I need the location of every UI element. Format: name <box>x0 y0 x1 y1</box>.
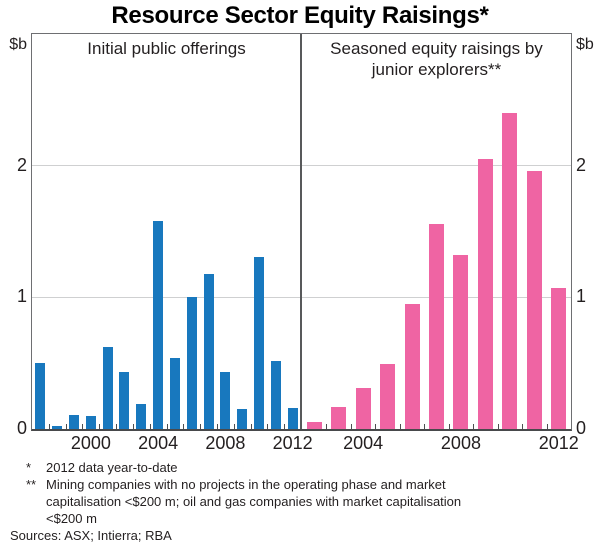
x-minor-tick <box>267 424 269 429</box>
panel-initial-public-offerings: Initial public offerings 2000 2004 2008 201… <box>32 34 313 453</box>
x-minor-tick <box>233 424 235 429</box>
x-minor-tick <box>350 424 352 429</box>
footnote-text: 2012 data year-to-date <box>46 460 178 475</box>
bar <box>404 303 420 429</box>
bar <box>169 357 180 429</box>
x-minor-tick <box>149 424 151 429</box>
y-tick-label: 2 <box>576 154 587 175</box>
bar <box>119 372 130 429</box>
x-minor-tick <box>82 424 84 429</box>
bar <box>186 297 197 429</box>
x-minor-tick <box>284 424 286 429</box>
bar <box>136 403 147 429</box>
plot-area: Initial public offerings 2000 2004 2008 201… <box>31 33 579 453</box>
left-axis-unit: $b <box>9 36 27 53</box>
bar <box>253 256 264 429</box>
y-tick-label: 0 <box>576 418 587 438</box>
x-minor-tick <box>65 424 67 429</box>
y-tick-label: 1 <box>576 286 587 307</box>
bar <box>102 347 113 429</box>
x-minor-tick <box>216 424 218 429</box>
bar <box>477 159 493 429</box>
bar <box>551 288 567 429</box>
bar <box>69 414 80 429</box>
x-tick-label: 2008 <box>440 433 481 453</box>
bar <box>52 426 63 429</box>
x-minor-tick <box>497 424 499 429</box>
x-tick-label: 2004 <box>138 433 179 453</box>
bar <box>380 364 396 429</box>
y-tick-label: 0 <box>16 418 27 438</box>
x-minor-tick <box>116 424 118 429</box>
footnote-row: * 2012 data year-to-date <box>10 459 592 476</box>
x-minor-tick <box>522 424 524 429</box>
x-minor-tick <box>99 424 101 429</box>
x-tick-label: 2012 <box>272 433 313 453</box>
x-minor-tick <box>250 424 252 429</box>
x-minor-tick <box>424 424 426 429</box>
sources-line: Sources: ASX; Intierra; RBA <box>10 528 172 543</box>
bar <box>85 415 96 429</box>
panel-title-left: Initial public offerings <box>87 39 246 58</box>
bar <box>270 360 281 429</box>
x-minor-tick <box>48 424 50 429</box>
x-minor-tick <box>448 424 450 429</box>
y-tick-label: 2 <box>16 154 27 175</box>
x-minor-tick <box>326 424 328 429</box>
bar <box>355 388 371 429</box>
x-minor-tick <box>183 424 185 429</box>
x-minor-tick <box>132 424 134 429</box>
footnotes: * 2012 data year-to-date ** Mining compa… <box>10 459 592 544</box>
x-minor-tick <box>200 424 202 429</box>
x-tick-label: 2000 <box>70 433 111 453</box>
panel-divider <box>300 34 302 429</box>
bar <box>502 113 518 429</box>
bar <box>287 407 298 429</box>
x-minor-tick <box>473 424 475 429</box>
footnote-row: ** Mining companies with no projects in … <box>10 476 592 527</box>
bar <box>306 422 322 429</box>
bar <box>153 220 164 429</box>
footnote-marker: * <box>26 460 32 475</box>
bar <box>220 372 231 429</box>
x-minor-tick <box>546 424 548 429</box>
y-tick-label: 1 <box>16 286 27 307</box>
x-tick-label: 2012 <box>538 433 579 453</box>
x-tick-label: 2008 <box>205 433 246 453</box>
bar <box>35 363 46 429</box>
chart-title: Resource Sector Equity Raisings* <box>111 2 489 29</box>
panel-title-right: Seasoned equity raisings by junior explo… <box>330 39 543 79</box>
x-minor-tick <box>166 424 168 429</box>
x-tick-label: 2004 <box>343 433 384 453</box>
right-axis-unit: $b <box>576 36 594 53</box>
x-minor-tick <box>399 424 401 429</box>
footnote-marker: ** <box>26 477 37 492</box>
x-minor-tick <box>375 424 377 429</box>
bar <box>203 273 214 429</box>
bar <box>526 170 542 429</box>
bar <box>453 255 469 429</box>
bar <box>429 223 444 429</box>
footnote-text: Mining companies with no projects in the… <box>46 477 462 526</box>
bar <box>331 406 347 429</box>
bar <box>237 409 248 429</box>
panel-seasoned-equity-raisings: Seasoned equity raisings by junior explo… <box>302 34 579 453</box>
